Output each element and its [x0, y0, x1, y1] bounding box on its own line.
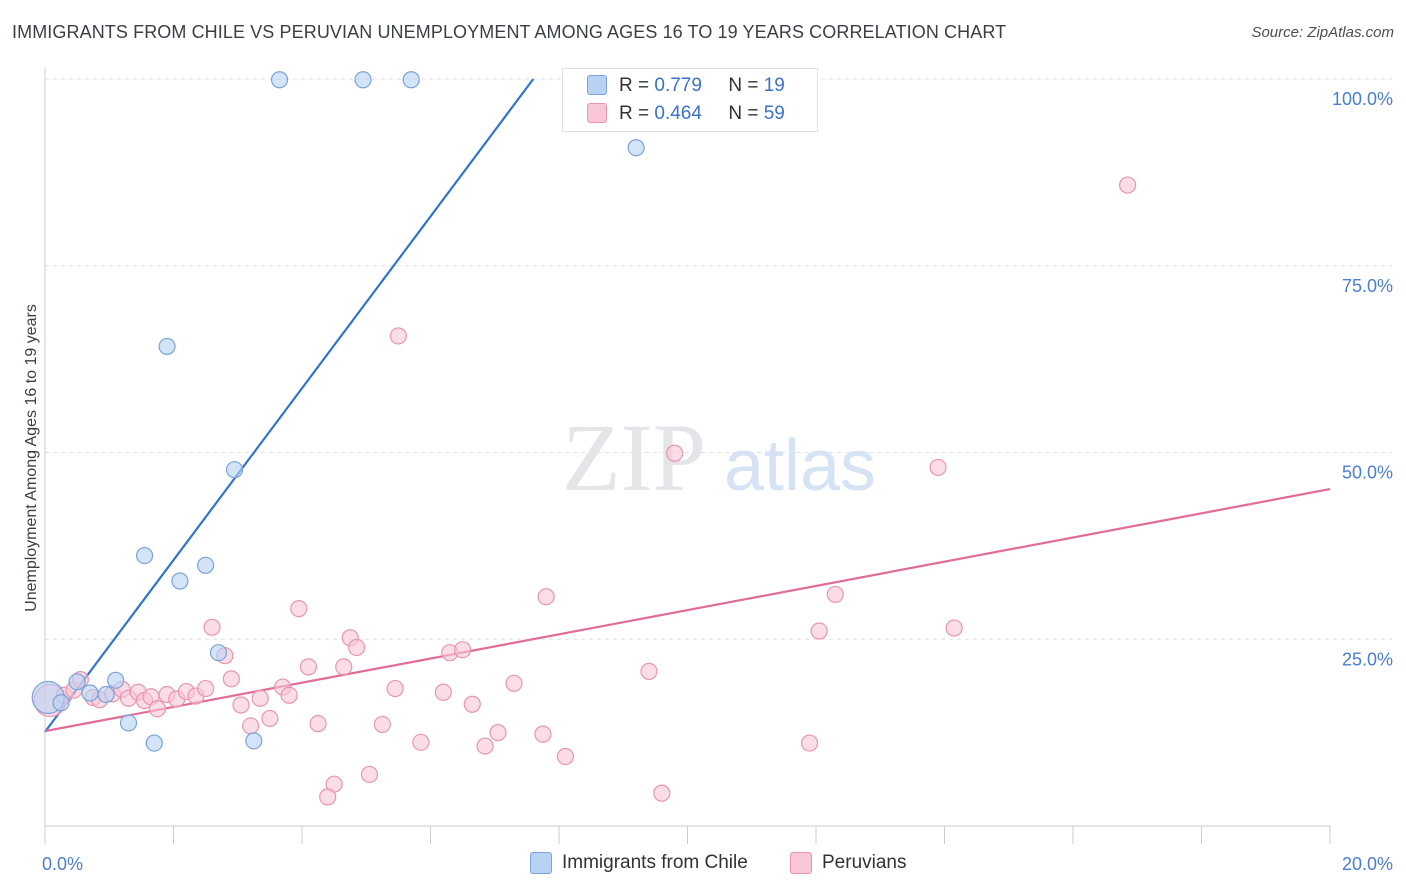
legend-swatch-chile [587, 75, 607, 95]
y-tick-label: 25.0% [1342, 649, 1393, 669]
data-point-chile [354, 71, 372, 89]
data-point-peru [222, 670, 240, 688]
data-point-peru [929, 458, 947, 477]
data-point-peru [299, 658, 318, 676]
chart-title: IMMIGRANTS FROM CHILE VS PERUVIAN UNEMPL… [12, 22, 1007, 42]
data-point-chile [225, 461, 244, 479]
data-point-peru [203, 618, 221, 636]
x-tick-label-min: 0.0% [42, 854, 83, 874]
y-axis-label: Unemployment Among Ages 16 to 19 years [23, 304, 40, 612]
data-point-peru [290, 600, 308, 618]
data-point-peru [309, 715, 327, 733]
data-point-peru [360, 765, 379, 784]
tick-labels: 25.0% 50.0% 75.0% 100.0% 0.0% 20.0% [42, 89, 1393, 874]
data-point-peru [386, 679, 404, 698]
data-point-peru [348, 638, 366, 657]
data-point-chile [209, 644, 228, 662]
data-point-peru [666, 444, 684, 462]
data-point-chile [245, 732, 263, 750]
data-point-peru [412, 733, 430, 751]
data-point-peru [826, 585, 844, 604]
data-point-chile [627, 139, 645, 157]
data-point-peru [489, 724, 507, 742]
legend-n-label: N = [728, 75, 759, 96]
data-point-peru [148, 700, 167, 718]
data-point-peru [261, 709, 279, 728]
y-tick-label: 50.0% [1342, 463, 1393, 483]
data-point-peru [556, 747, 575, 766]
bottom-swatch-chile [530, 852, 552, 874]
data-point-peru [280, 686, 298, 704]
source-credit: Source: ZipAtlas.com [1251, 24, 1394, 41]
data-point-chile [97, 685, 115, 704]
data-point-peru [389, 327, 407, 345]
stats-legend: R = 0.779 N = 19 R = 0.464 N = 59 [562, 68, 818, 132]
data-point-chile [135, 546, 154, 565]
data-point-peru [1119, 176, 1137, 194]
data-point-peru [434, 683, 452, 701]
data-point-peru [534, 725, 552, 743]
data-point-chile [158, 337, 176, 356]
data-point-peru [232, 696, 250, 714]
data-point-peru [335, 658, 353, 676]
data-point-chile [68, 673, 86, 691]
data-point-peru [640, 662, 658, 680]
data-point-peru [454, 641, 472, 659]
bottom-swatch-peru [790, 852, 812, 874]
legend-n-peru: 59 [763, 103, 785, 124]
data-point-peru [476, 737, 494, 755]
data-point-chile [81, 684, 99, 702]
data-point-peru [197, 679, 215, 698]
legend-n-chile: 19 [763, 75, 785, 96]
y-tick-label: 75.0% [1342, 276, 1393, 296]
watermark-zip: ZIP [562, 404, 706, 511]
data-point-peru [251, 689, 269, 707]
data-point-chile [107, 671, 125, 689]
data-points [31, 71, 1137, 806]
legend-r-chile: 0.779 [654, 75, 702, 96]
data-point-chile [402, 71, 420, 89]
data-point-chile [171, 572, 189, 590]
data-point-peru [810, 622, 828, 640]
data-point-chile [145, 734, 163, 752]
data-point-peru [319, 788, 337, 806]
data-point-peru [537, 588, 555, 606]
x-tick-label-max: 20.0% [1342, 854, 1393, 874]
data-point-peru [505, 674, 523, 692]
data-point-peru [373, 715, 391, 734]
legend-r-label: R = [619, 75, 650, 96]
legend-r-label: R = [619, 103, 650, 124]
watermark-atlas: atlas [724, 426, 876, 506]
data-point-peru [463, 695, 481, 713]
watermark: ZIP atlas [562, 404, 876, 511]
bottom-legend-peru-label: Peruvians [822, 852, 907, 873]
trend-line-peru [44, 488, 1331, 733]
data-point-chile [119, 714, 138, 732]
legend-r-peru: 0.464 [654, 103, 702, 124]
legend-swatch-peru [587, 103, 607, 123]
legend-n-label: N = [728, 103, 759, 124]
data-point-peru [945, 619, 963, 637]
y-tick-label: 100.0% [1332, 89, 1393, 109]
data-point-peru [242, 717, 260, 735]
data-point-chile [52, 694, 70, 712]
trend-line-chile [44, 78, 535, 733]
gridlines [45, 78, 1392, 640]
bottom-legend-chile-label: Immigrants from Chile [562, 852, 748, 873]
data-point-chile [197, 556, 215, 574]
data-point-peru [800, 734, 819, 752]
data-point-chile [270, 71, 289, 89]
data-point-peru [653, 784, 671, 802]
